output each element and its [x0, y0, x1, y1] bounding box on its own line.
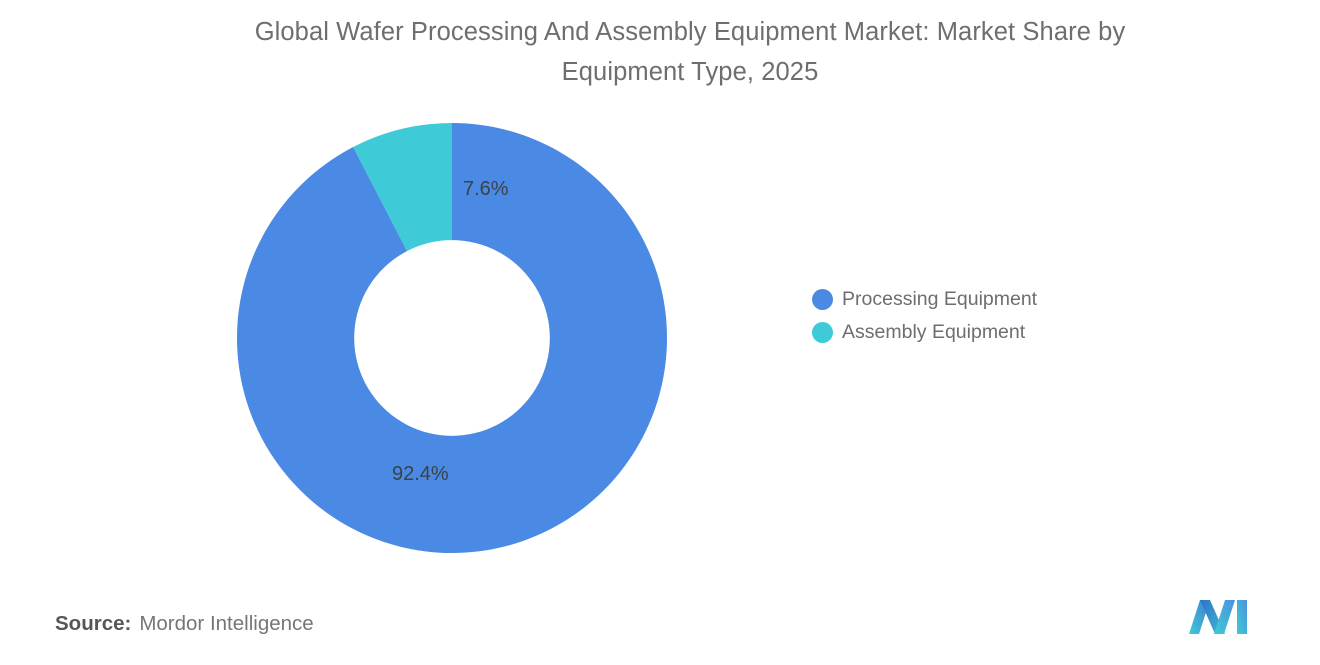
donut-slice-processing-equipment[interactable] [237, 123, 667, 553]
mordor-intelligence-logo-icon [1187, 598, 1249, 636]
legend-item-assembly-equipment[interactable]: Assembly Equipment [812, 316, 1037, 349]
legend-item-processing-equipment[interactable]: Processing Equipment [812, 283, 1037, 316]
legend-item-label: Assembly Equipment [842, 321, 1026, 343]
legend-swatch-icon [812, 289, 833, 310]
donut-chart-svg [237, 123, 667, 553]
legend-swatch-icon [812, 322, 833, 343]
donut-chart: 92.4% 7.6% [237, 123, 667, 553]
logo-mark-svg [1189, 600, 1247, 634]
chart-legend: Processing Equipment Assembly Equipment [812, 283, 1037, 349]
legend-item-label: Processing Equipment [842, 288, 1038, 310]
source-label: Source: [55, 612, 132, 635]
source-attribution: Source: Mordor Intelligence [55, 612, 314, 636]
donut-slice-assembly-equipment[interactable] [353, 123, 452, 252]
chart-title: Global Wafer Processing And Assembly Equ… [254, 18, 1126, 86]
source-value: Mordor Intelligence [139, 612, 314, 635]
